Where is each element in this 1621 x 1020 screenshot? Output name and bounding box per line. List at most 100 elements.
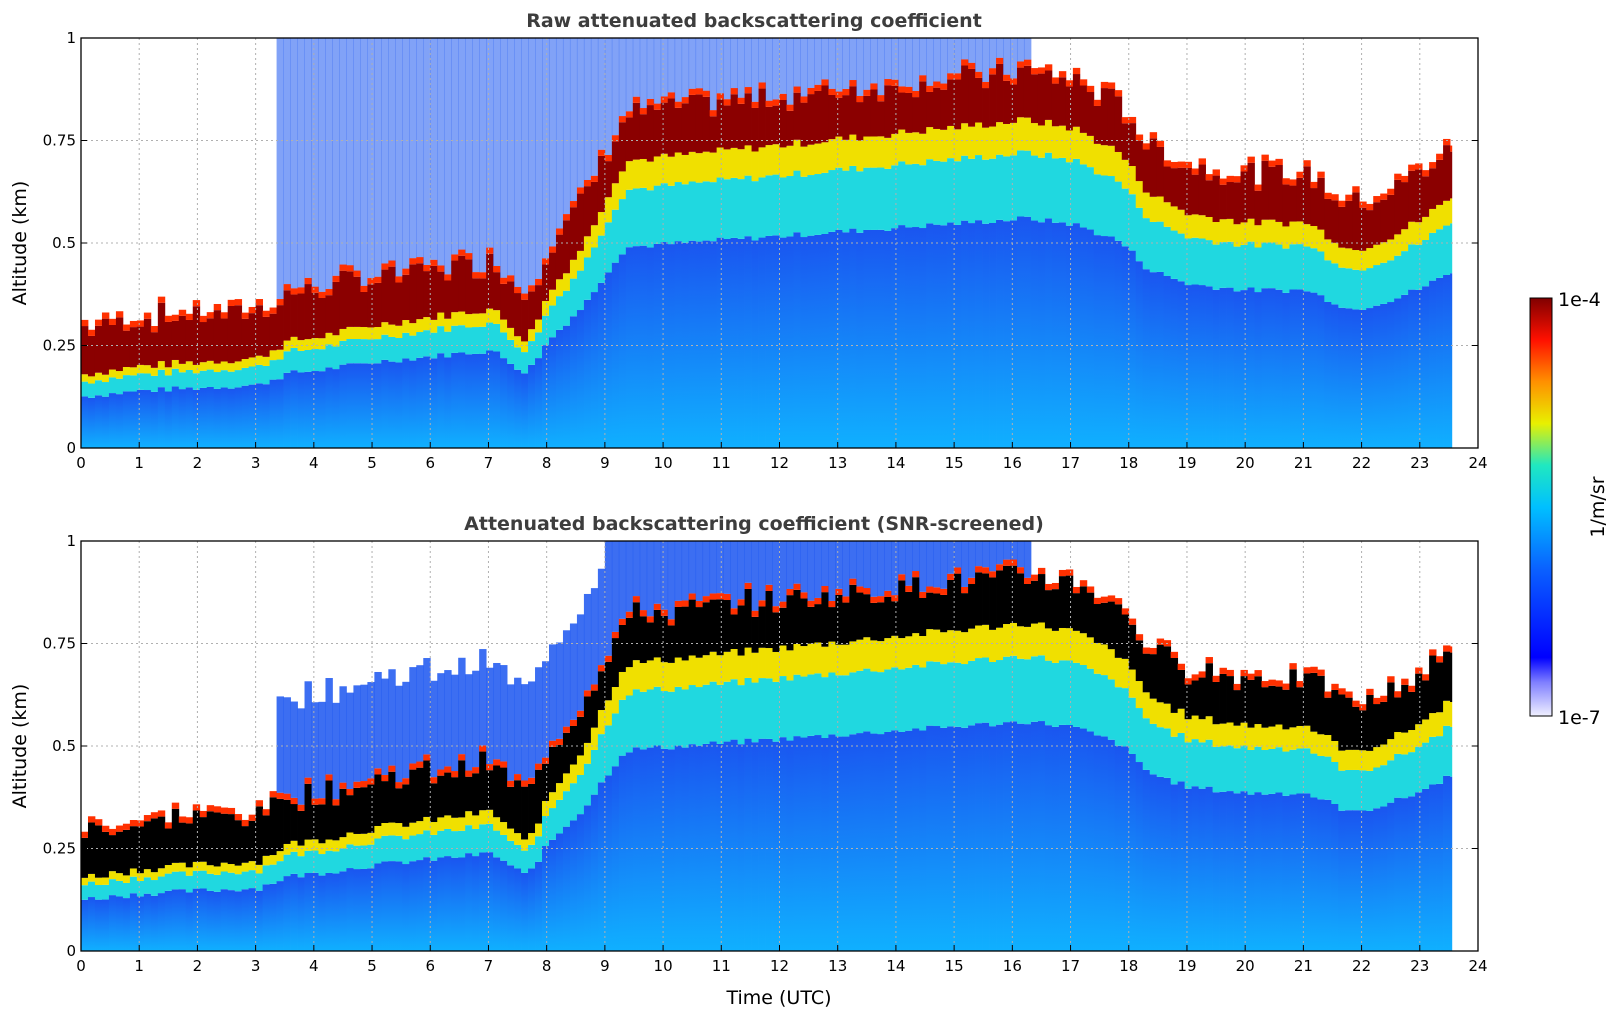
heat-cell: [842, 232, 850, 448]
heat-cell: [653, 541, 662, 604]
heat-cell: [171, 320, 180, 360]
heat-cell: [555, 228, 564, 235]
heat-cell: [514, 774, 522, 781]
heat-cell: [94, 372, 103, 381]
heat-cell: [639, 749, 648, 951]
heat-cell: [849, 80, 857, 87]
heat-cell: [500, 319, 508, 333]
heat-cell: [1359, 710, 1367, 751]
heat-cell: [597, 235, 606, 283]
heat-cell: [779, 676, 787, 738]
heat-cell: [779, 237, 787, 448]
heat-cell: [793, 736, 801, 951]
heat-cell: [234, 891, 243, 951]
heat-cell: [458, 817, 466, 831]
x-tick-label: 2: [193, 454, 203, 472]
heat-cell: [1205, 786, 1213, 951]
heat-cell: [954, 73, 962, 80]
heat-cell: [870, 89, 878, 137]
heat-cell: [507, 281, 515, 328]
heat-cell: [262, 809, 270, 816]
heat-cell: [332, 840, 340, 852]
heat-cell: [1114, 96, 1123, 152]
heat-cell: [821, 586, 829, 593]
heat-cell: [597, 282, 606, 448]
heat-cell: [625, 617, 634, 668]
heat-cell: [129, 876, 138, 894]
heat-cell: [590, 727, 599, 750]
heat-cell: [1142, 692, 1151, 719]
heat-cell: [500, 767, 508, 823]
heat-cell: [940, 588, 948, 595]
heat-cell: [269, 883, 277, 951]
heat-cell: [646, 161, 655, 191]
heat-cell: [884, 596, 892, 639]
heat-cell: [744, 87, 752, 94]
heat-cell: [975, 658, 983, 724]
heat-cell: [304, 277, 312, 285]
heat-cell: [535, 38, 543, 279]
heat-cell: [814, 673, 822, 736]
heat-cell: [290, 804, 298, 841]
heat-cell: [737, 605, 745, 656]
heat-cell: [1331, 200, 1339, 243]
heat-cell: [1128, 116, 1137, 124]
heat-cell: [723, 38, 732, 100]
heat-cell: [1352, 309, 1360, 448]
heat-cell: [1058, 71, 1067, 78]
heat-cell: [779, 177, 787, 238]
heat-cell: [1107, 649, 1116, 680]
heat-cell: [849, 134, 857, 166]
heat-cell: [164, 321, 173, 368]
heat-cell: [185, 387, 194, 448]
heat-cell: [807, 643, 815, 675]
heat-cell: [1450, 273, 1453, 448]
x-tick-label: 10: [654, 454, 673, 472]
heat-cell: [1387, 239, 1395, 261]
heat-cell: [940, 129, 948, 162]
heat-cell: [1275, 244, 1283, 290]
heat-cell: [1121, 658, 1130, 689]
heat-cell: [283, 290, 291, 341]
heat-cell: [1044, 119, 1053, 153]
heat-cell: [1226, 745, 1234, 792]
heat-cell: [912, 132, 920, 164]
heat-cell: [507, 865, 515, 951]
heat-cell: [1086, 592, 1095, 638]
heat-cell: [975, 572, 983, 626]
heat-cell: [1037, 655, 1046, 722]
heat-cell: [1198, 164, 1206, 216]
heat-cell: [751, 107, 759, 152]
heat-cell: [891, 79, 899, 86]
heat-cell: [1338, 694, 1346, 751]
colorbar-min-label: 1e-7: [1558, 707, 1601, 729]
heat-cell: [1394, 298, 1402, 448]
heat-cell: [1065, 80, 1074, 87]
heat-cell: [1198, 215, 1206, 239]
heat-cell: [765, 145, 773, 176]
heat-cell: [870, 83, 878, 90]
heat-cell: [898, 541, 906, 575]
heat-cell: [1366, 308, 1374, 448]
heat-cell: [779, 99, 787, 148]
heat-cell: [535, 836, 543, 862]
heat-cell: [521, 780, 529, 787]
heat-cell: [933, 629, 941, 662]
heat-cell: [136, 364, 145, 374]
heat-cell: [367, 363, 375, 448]
heat-cell: [919, 667, 927, 731]
heat-cell: [667, 749, 676, 951]
heat-cell: [1436, 783, 1444, 951]
heat-cell: [1051, 126, 1060, 159]
heat-cell: [1254, 676, 1262, 725]
heat-cell: [1121, 117, 1130, 124]
heat-cell: [870, 602, 878, 641]
heat-cell: [611, 262, 620, 448]
heat-cell: [192, 300, 201, 307]
heat-cell: [618, 116, 627, 123]
heat-cell: [206, 318, 215, 361]
heat-cell: [821, 172, 829, 234]
heat-cell: [1352, 749, 1360, 770]
heat-cell: [500, 860, 508, 951]
heat-cell: [604, 222, 613, 273]
